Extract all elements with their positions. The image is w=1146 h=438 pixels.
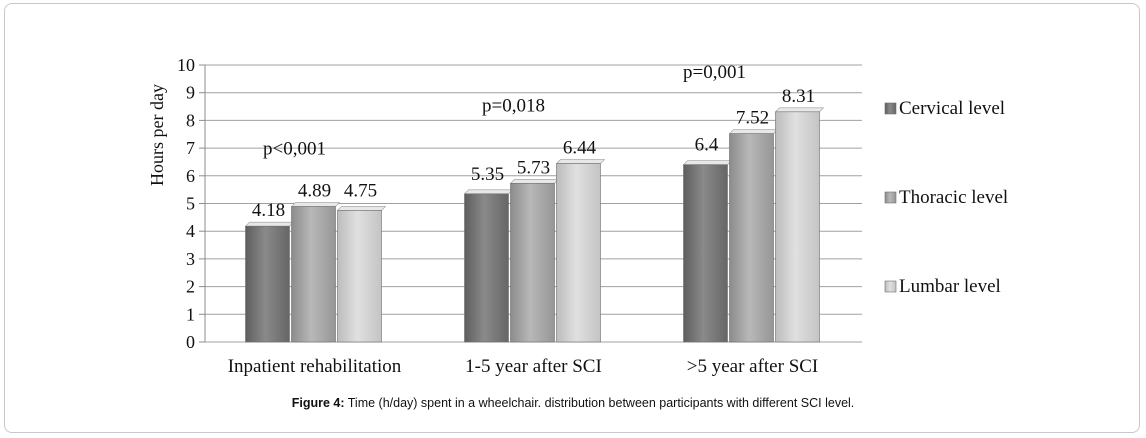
y-tick-label: 7 (186, 138, 195, 158)
data-label: 5.35 (471, 164, 504, 185)
bar-top (555, 159, 606, 164)
data-label: 4.18 (252, 200, 285, 221)
y-tick-label: 8 (186, 110, 195, 130)
p-value-annotation: p<0,001 (263, 139, 326, 160)
y-tick-label: 1 (186, 304, 195, 324)
bar-top (774, 107, 825, 113)
bar-top (463, 189, 514, 195)
legend-swatch (884, 191, 897, 204)
data-label: 7.52 (736, 108, 769, 129)
legend-label: Lumbar level (899, 276, 1001, 297)
data-label: 8.31 (782, 86, 815, 107)
bar (463, 189, 514, 343)
y-tick-label: 3 (186, 249, 195, 269)
y-tick-label: 2 (186, 277, 195, 297)
bar (336, 206, 387, 343)
bar-top (509, 178, 560, 184)
x-tick-label: >5 year after SCI (687, 356, 819, 377)
bar-top (244, 221, 295, 227)
x-tick-label: 1-5 year after SCI (465, 356, 602, 377)
bar (682, 160, 733, 343)
bar-body (291, 206, 336, 343)
legend: Cervical level Thoracic level Lumbar level (884, 98, 1008, 297)
y-tick-label: 4 (186, 221, 195, 241)
legend-item: Cervical level (884, 98, 1005, 119)
bar (244, 221, 295, 343)
bar-body (556, 163, 601, 343)
bar-top (336, 206, 387, 211)
y-tick-label: 10 (177, 55, 195, 75)
x-tick-label: Inpatient rehabilitation (228, 356, 402, 377)
annotations: p<0,001 p=0,018 p=0,001 (263, 62, 746, 160)
bar-top (290, 202, 341, 207)
legend-label: Cervical level (899, 98, 1005, 119)
x-axis: Inpatient rehabilitation 1-5 year after S… (228, 356, 819, 377)
bar-body (337, 210, 382, 343)
bar (290, 202, 341, 343)
bar-top (682, 160, 733, 166)
y-tick-label: 9 (186, 83, 195, 103)
data-label: 6.44 (563, 138, 597, 159)
legend-item: Thoracic level (884, 187, 1008, 208)
legend-label: Thoracic level (899, 187, 1008, 208)
data-label: 4.75 (344, 180, 377, 201)
data-label: 5.73 (517, 157, 550, 178)
bar-body (245, 225, 290, 343)
bar (509, 178, 560, 343)
caption-label: Figure 4: (291, 396, 345, 410)
y-axis-title: Hours per day (147, 84, 167, 186)
p-value-annotation: p=0,001 (683, 62, 746, 83)
bar-body (464, 193, 509, 343)
legend-swatch (884, 102, 897, 115)
caption-text: Time (h/day) spent in a wheelchair. dist… (344, 396, 855, 410)
bar (728, 129, 779, 343)
legend-item: Lumbar level (884, 276, 1001, 297)
figure-caption: Figure 4: Time (h/day) spent in a wheelc… (0, 396, 1146, 410)
bar-top (728, 129, 779, 134)
bar (555, 159, 606, 343)
bar-body (683, 164, 728, 343)
bar (774, 107, 825, 343)
data-label: 6.4 (695, 135, 719, 156)
legend-swatch (884, 280, 897, 293)
bar-body (775, 111, 820, 343)
p-value-annotation: p=0,018 (482, 96, 545, 117)
y-tick-label: 6 (186, 166, 195, 186)
bar-body (510, 182, 555, 343)
y-axis: 0 1 2 3 4 5 6 7 8 9 10 (177, 55, 206, 352)
bars (244, 107, 825, 343)
bar-body (729, 133, 774, 343)
y-tick-label: 0 (186, 332, 195, 352)
y-tick-label: 5 (186, 194, 195, 214)
data-labels: 4.18 4.89 4.75 5.35 5.73 6.44 6.4 7.52 8.31 (252, 86, 815, 221)
data-label: 4.89 (298, 181, 331, 202)
